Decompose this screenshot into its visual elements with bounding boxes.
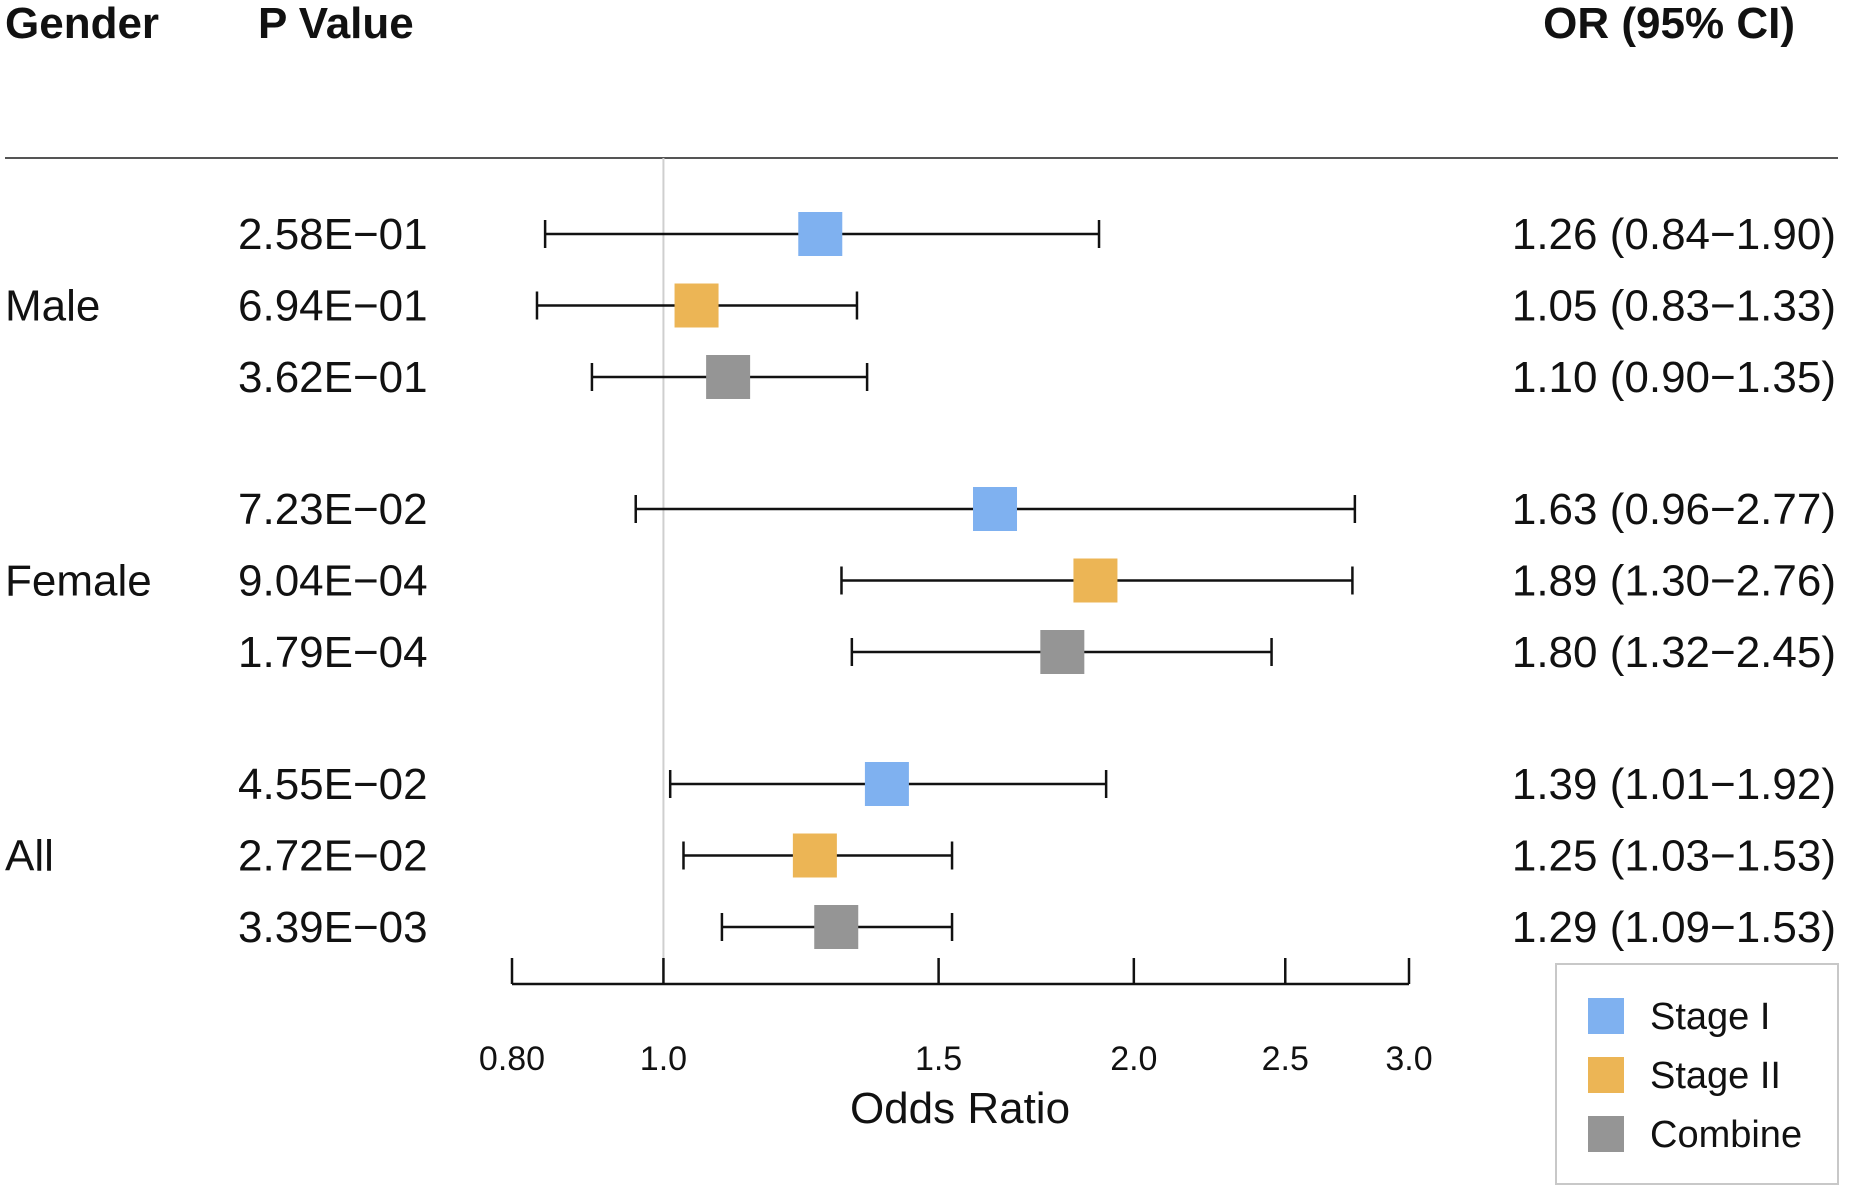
forest-row: 6.94E−01 1.05 (0.83−1.33) xyxy=(238,282,1836,331)
or-point xyxy=(792,833,837,878)
or-point xyxy=(706,355,751,399)
or-point xyxy=(1040,630,1085,674)
legend-label: Stage II xyxy=(1650,1055,1781,1097)
or-point xyxy=(1073,558,1118,603)
or-ci-text: 1.26 (0.84−1.90) xyxy=(1512,210,1836,259)
legend-label: Stage I xyxy=(1650,996,1770,1038)
x-tick-label: 1.0 xyxy=(640,1040,687,1078)
forest-row: 9.04E−04 1.89 (1.30−2.76) xyxy=(238,557,1836,606)
group-all: All 4.55E−02 1.39 (1.01−1.92) 2.72E−02 1.25 … xyxy=(5,760,1836,952)
legend: Stage I Stage II Combine xyxy=(1555,963,1839,1185)
rows-layer: Male 2.58E−01 1.26 (0.84−1.90) 6.94E−01 1.05… xyxy=(5,210,1836,952)
p-value: 3.62E−01 xyxy=(238,353,428,402)
or-ci-text: 1.39 (1.01−1.92) xyxy=(1512,760,1836,809)
or-ci-text: 1.05 (0.83−1.33) xyxy=(1512,282,1836,331)
or-ci-text: 1.25 (1.03−1.53) xyxy=(1512,832,1836,881)
x-tick-label: 0.80 xyxy=(479,1040,545,1078)
forest-row: 4.55E−02 1.39 (1.01−1.92) xyxy=(238,760,1836,809)
forest-row: 2.58E−01 1.26 (0.84−1.90) xyxy=(238,210,1836,259)
or-ci-text: 1.29 (1.09−1.53) xyxy=(1512,903,1836,952)
p-value: 9.04E−04 xyxy=(238,557,428,606)
group-label: Male xyxy=(5,282,100,331)
x-tick-label: 3.0 xyxy=(1385,1040,1432,1078)
x-tick-label: 2.5 xyxy=(1262,1040,1309,1078)
group-female: Female 7.23E−02 1.63 (0.96−2.77) 9.04E−04 1.… xyxy=(5,485,1836,677)
legend-swatch xyxy=(1588,1057,1624,1093)
p-value: 1.79E−04 xyxy=(238,628,428,677)
or-point xyxy=(798,212,843,256)
x-tick-label: 1.5 xyxy=(915,1040,962,1078)
or-point xyxy=(973,487,1018,531)
group-label: Female xyxy=(5,557,152,606)
forest-row: 2.72E−02 1.25 (1.03−1.53) xyxy=(238,832,1836,881)
header-pvalue: P Value xyxy=(258,0,414,48)
p-value: 3.39E−03 xyxy=(238,903,428,952)
forest-row: 3.62E−01 1.10 (0.90−1.35) xyxy=(238,353,1836,402)
or-ci-text: 1.63 (0.96−2.77) xyxy=(1512,485,1836,534)
or-point xyxy=(674,283,719,328)
or-point xyxy=(864,762,909,806)
group-male: Male 2.58E−01 1.26 (0.84−1.90) 6.94E−01 1.05… xyxy=(5,210,1836,402)
forest-row: 7.23E−02 1.63 (0.96−2.77) xyxy=(238,485,1836,534)
group-label: All xyxy=(5,832,54,881)
p-value: 7.23E−02 xyxy=(238,485,428,534)
legend-swatch xyxy=(1588,998,1624,1034)
x-axis: 0.80 1.0 1.5 2.0 2.5 3.0 xyxy=(479,958,1433,1078)
p-value: 4.55E−02 xyxy=(238,760,428,809)
header-group: Gender xyxy=(5,0,159,48)
or-ci-text: 1.80 (1.32−2.45) xyxy=(1512,628,1836,677)
forest-row: 1.79E−04 1.80 (1.32−2.45) xyxy=(238,628,1836,677)
header-or: OR (95% CI) xyxy=(1543,0,1795,48)
p-value: 6.94E−01 xyxy=(238,282,428,331)
x-axis-label: Odds Ratio xyxy=(850,1084,1070,1133)
p-value: 2.58E−01 xyxy=(238,210,428,259)
or-point xyxy=(814,905,859,949)
x-tick-label: 2.0 xyxy=(1110,1040,1157,1078)
legend-label: Combine xyxy=(1650,1114,1802,1156)
legend-swatch xyxy=(1588,1116,1624,1152)
or-ci-text: 1.10 (0.90−1.35) xyxy=(1512,353,1836,402)
p-value: 2.72E−02 xyxy=(238,832,428,881)
or-ci-text: 1.89 (1.30−2.76) xyxy=(1512,557,1836,606)
forest-row: 3.39E−03 1.29 (1.09−1.53) xyxy=(238,903,1836,952)
